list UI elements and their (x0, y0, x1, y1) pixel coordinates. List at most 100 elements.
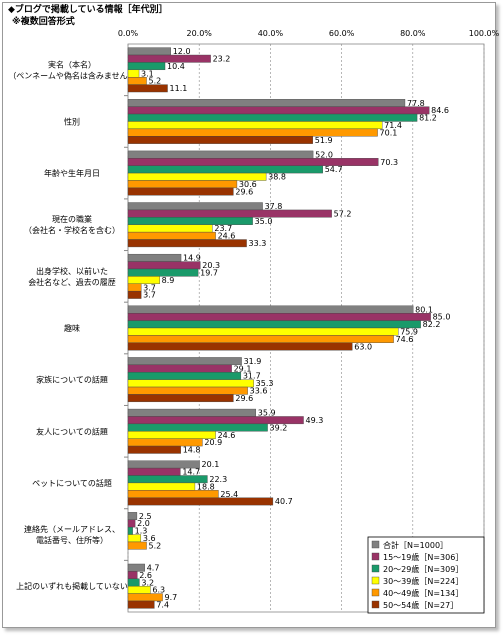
value-label: 54.7 (325, 165, 343, 174)
legend-label: 40～49歳［N=134］ (383, 588, 463, 598)
x-tick-label: 60.0% (329, 29, 355, 38)
bar (127, 408, 257, 417)
bar (127, 253, 182, 262)
y-tick-label: 年齢や生年月日 (44, 168, 100, 178)
bar (127, 600, 155, 609)
bar (127, 106, 430, 115)
value-label: 49.3 (306, 416, 324, 425)
y-tick-label: 出身学校、以前いた (36, 266, 108, 276)
value-label: 38.8 (268, 173, 286, 182)
x-tick-label: 20.0% (186, 29, 212, 38)
bar (127, 305, 414, 314)
value-label: 3.2 (141, 578, 154, 587)
bar (127, 209, 332, 218)
bar (127, 482, 196, 491)
value-label: 20.3 (202, 261, 220, 270)
legend-swatch (371, 564, 380, 573)
y-tick-label: 上記のいずれも掲載していない (16, 581, 128, 591)
bar (127, 431, 216, 439)
bar (127, 113, 418, 122)
legend-swatch (371, 552, 380, 561)
value-label: 24.6 (218, 232, 236, 241)
value-label: 30.6 (239, 180, 257, 189)
value-label: 3.7 (143, 291, 156, 300)
y-tick-label: 性別 (64, 116, 80, 126)
value-label: 3.7 (143, 283, 156, 292)
bar (127, 526, 133, 535)
value-label: 33.6 (250, 387, 268, 396)
bar (127, 128, 378, 137)
bar (127, 136, 313, 144)
value-label: 10.4 (167, 62, 185, 71)
value-label: 5.2 (149, 541, 162, 550)
value-label: 31.7 (243, 372, 261, 381)
value-label: 37.8 (265, 202, 283, 211)
value-label: 1.3 (135, 527, 148, 536)
bar (127, 239, 247, 248)
bar (127, 62, 166, 71)
value-label: 6.3 (152, 586, 165, 595)
value-label: 3.1 (141, 69, 154, 78)
value-label: 8.9 (162, 276, 175, 285)
bar (127, 54, 211, 63)
bar (127, 313, 431, 321)
value-label: 2.5 (139, 512, 152, 521)
bar (127, 364, 232, 373)
value-label: 35.0 (255, 217, 273, 226)
chart-subtitle: ※複数回答形式 (12, 15, 75, 27)
value-label: 23.7 (214, 224, 232, 233)
bar (127, 283, 142, 292)
value-label: 82.2 (423, 320, 441, 329)
value-label: 22.3 (209, 475, 227, 484)
legend-swatch (371, 600, 380, 609)
bar (127, 394, 234, 403)
legend-box (367, 536, 485, 614)
value-label: 29.1 (234, 364, 252, 373)
legend-label: 50～54歳［N=27］ (383, 600, 458, 610)
bar (127, 202, 263, 211)
x-tick-label: 0.0% (118, 29, 139, 38)
value-label: 35.9 (258, 409, 276, 418)
bar (127, 150, 314, 159)
value-label: 80.1 (415, 305, 433, 314)
legend-label: 20～29歳［N=309］ (383, 564, 463, 574)
value-label: 75.9 (400, 328, 418, 337)
y-tick-label: 電話番号、住所等） (36, 535, 108, 545)
legend-swatch (371, 540, 380, 549)
bar (127, 541, 147, 550)
value-label: 35.3 (256, 379, 274, 388)
value-label: 81.2 (419, 114, 437, 123)
value-label: 20.9 (204, 438, 222, 447)
value-label: 24.6 (218, 431, 236, 440)
bar (127, 342, 353, 351)
bar (127, 320, 421, 329)
value-label: 7.4 (156, 600, 169, 609)
value-label: 14.8 (183, 446, 201, 455)
bar (127, 372, 242, 380)
value-label: 19.7 (200, 268, 218, 277)
bar (127, 47, 171, 56)
legend-swatch (371, 576, 380, 585)
bar (127, 423, 268, 432)
bar (127, 357, 242, 366)
value-label: 2.6 (139, 571, 152, 580)
value-label: 23.2 (213, 55, 231, 64)
bar (127, 99, 406, 107)
value-label: 18.8 (197, 482, 215, 491)
value-label: 85.0 (433, 313, 451, 322)
bar (127, 445, 181, 454)
bar (127, 165, 323, 174)
value-label: 51.9 (315, 136, 333, 145)
value-label: 40.7 (275, 497, 293, 506)
bar (127, 512, 138, 520)
bar (127, 187, 234, 196)
value-label: 52.0 (315, 150, 333, 159)
bar (127, 475, 208, 484)
value-label: 74.6 (396, 335, 414, 344)
bar (127, 69, 140, 78)
value-label: 31.9 (244, 357, 262, 366)
x-tick-label: 40.0% (258, 29, 284, 38)
bar (127, 386, 248, 395)
